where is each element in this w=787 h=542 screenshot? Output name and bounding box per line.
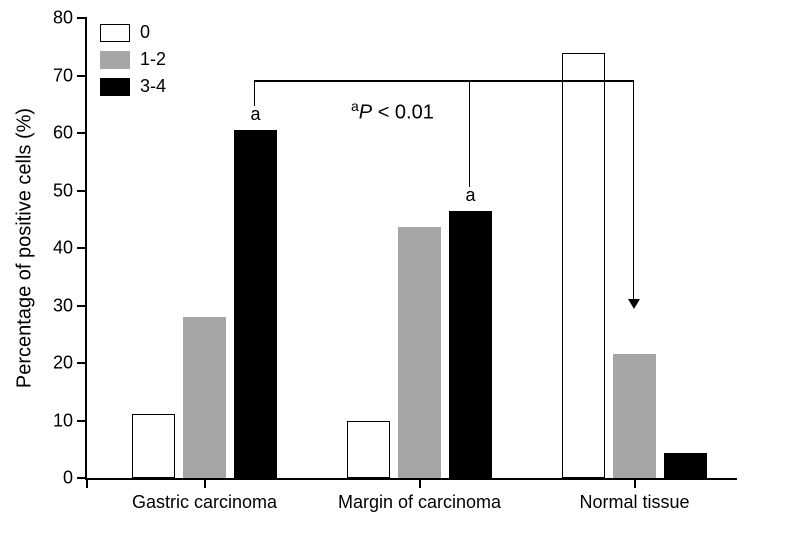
y-tick — [77, 362, 87, 364]
arrow-down-icon — [627, 298, 641, 310]
legend-item: 1-2 — [100, 49, 166, 70]
sig-letter: a — [466, 185, 476, 206]
legend-swatch — [100, 51, 130, 69]
y-tick — [77, 190, 87, 192]
y-tick — [77, 17, 87, 19]
y-tick-label: 40 — [53, 238, 73, 259]
y-tick — [77, 305, 87, 307]
y-tick — [77, 247, 87, 249]
x-tick — [419, 478, 421, 488]
legend-swatch — [100, 24, 130, 42]
sig-line — [469, 80, 471, 187]
legend-item: 3-4 — [100, 76, 166, 97]
y-tick — [77, 420, 87, 422]
y-axis-label: Percentage of positive cells (%) — [14, 108, 37, 388]
sig-letter: a — [251, 104, 261, 125]
x-tick-label: Normal tissue — [579, 492, 689, 513]
y-tick-label: 30 — [53, 295, 73, 316]
bar — [562, 53, 605, 479]
y-tick-label: 50 — [53, 180, 73, 201]
legend-item: 0 — [100, 22, 166, 43]
x-tick-label: Gastric carcinoma — [132, 492, 277, 513]
bar — [183, 317, 226, 478]
legend-swatch — [100, 78, 130, 96]
legend-label: 0 — [140, 22, 150, 43]
bar — [398, 227, 441, 478]
y-tick — [77, 132, 87, 134]
sig-line — [633, 80, 635, 299]
chart-container: 0 10 20 30 40 50 60 70 80 Gastric carcinoma Margin… — [0, 0, 787, 542]
p-value-label: aP < 0.01 — [351, 98, 434, 125]
y-tick-label: 70 — [53, 65, 73, 86]
legend-label: 3-4 — [140, 76, 166, 97]
y-tick-label: 80 — [53, 8, 73, 29]
sig-line — [254, 80, 256, 106]
bar — [613, 354, 656, 478]
legend-label: 1-2 — [140, 49, 166, 70]
x-tick — [634, 478, 636, 488]
bar — [234, 130, 277, 478]
sig-line — [254, 80, 635, 82]
x-tick — [204, 478, 206, 488]
legend: 0 1-2 3-4 — [100, 22, 166, 103]
bar — [347, 421, 390, 479]
y-tick-label: 60 — [53, 123, 73, 144]
y-tick — [77, 75, 87, 77]
y-tick-label: 10 — [53, 410, 73, 431]
bar — [132, 414, 175, 478]
y-tick-label: 20 — [53, 353, 73, 374]
bar — [664, 453, 707, 478]
bar — [449, 211, 492, 478]
plot-area: 01020304050607080Gastric carcinomaMargin… — [85, 18, 737, 480]
x-tick-label: Margin of carcinoma — [338, 492, 501, 513]
y-tick-label: 0 — [63, 468, 73, 489]
x-tick — [86, 478, 88, 488]
